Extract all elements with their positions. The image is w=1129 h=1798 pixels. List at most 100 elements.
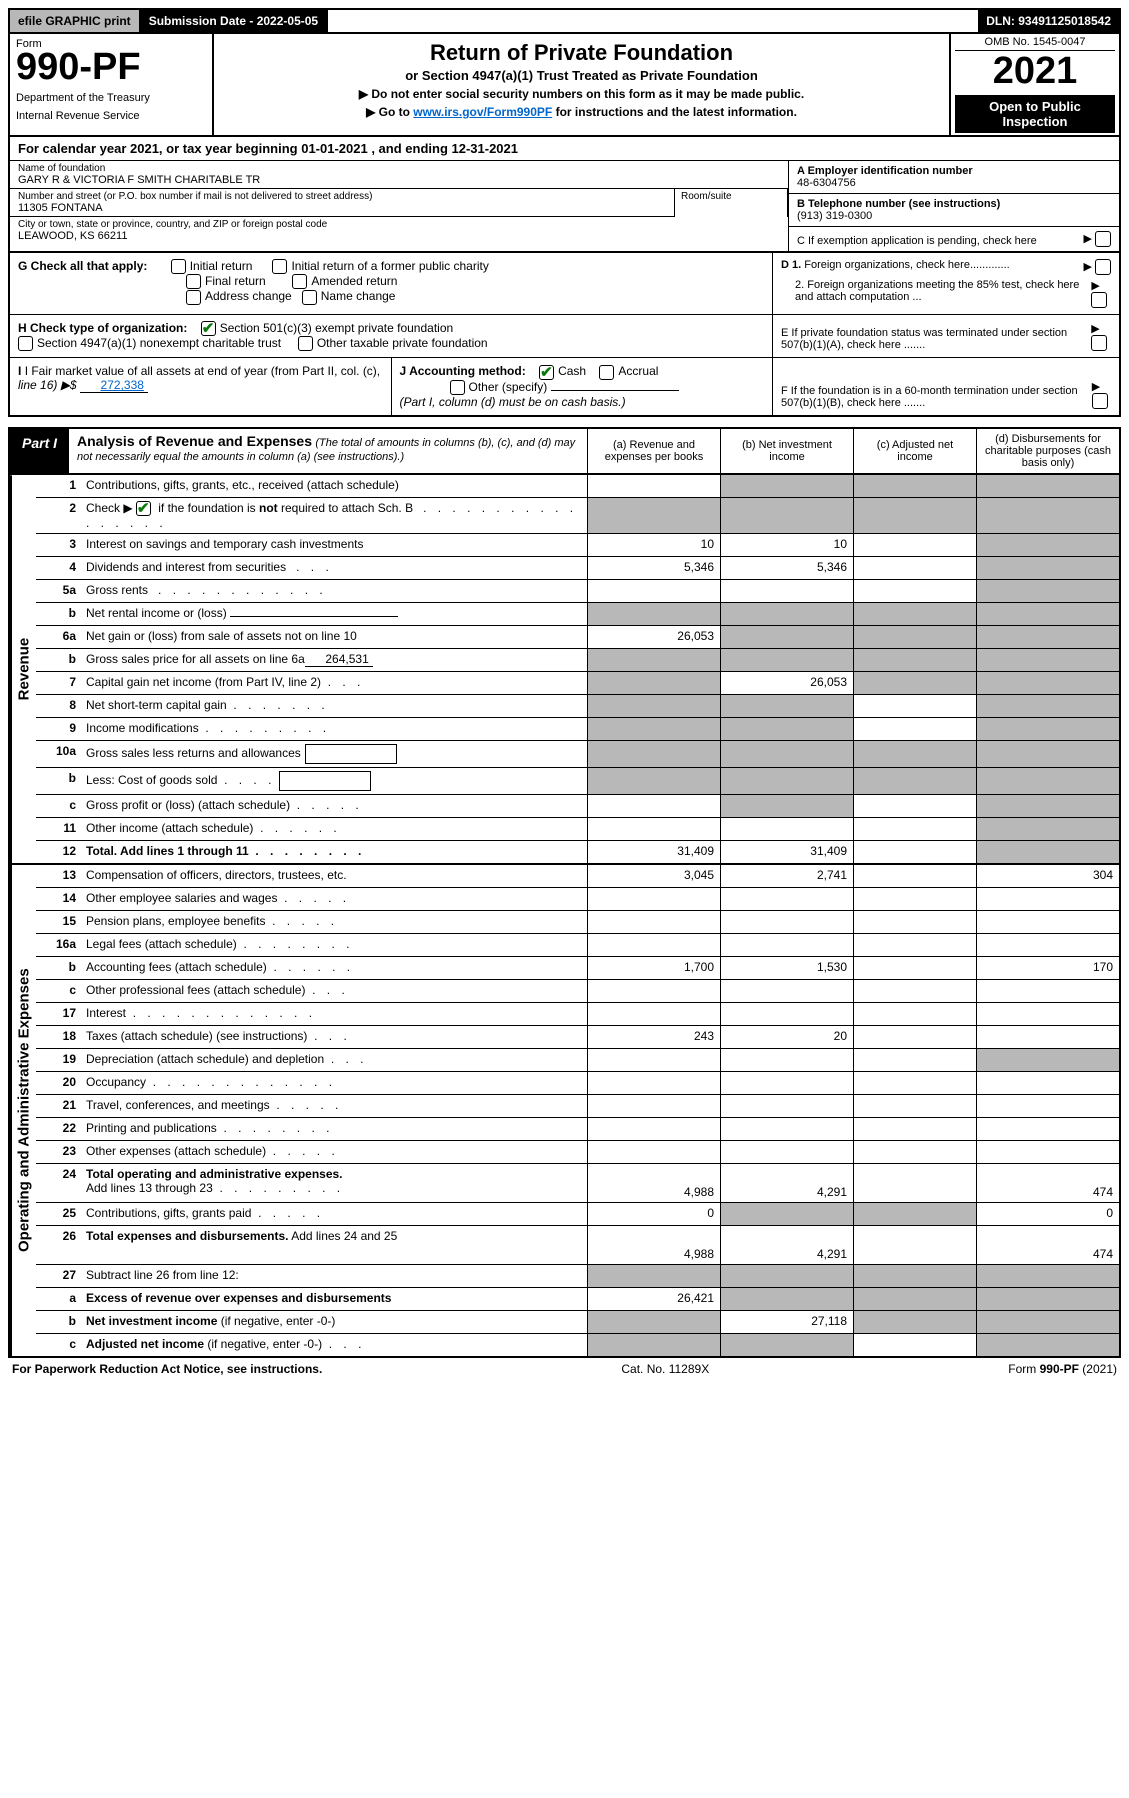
col-c-header: (c) Adjusted net income [853, 429, 976, 473]
r2-pre: Check ▶ [86, 501, 136, 515]
name-change-checkbox[interactable] [302, 290, 317, 305]
r16a-text: Legal fees (attach schedule) [86, 937, 237, 951]
r17-b [720, 1003, 853, 1025]
c-checkbox[interactable] [1095, 231, 1111, 247]
r22-a [587, 1118, 720, 1140]
r17-num: 17 [36, 1003, 80, 1025]
r16a-c [853, 934, 976, 956]
r24-c [853, 1164, 976, 1202]
cash-checkbox[interactable] [539, 365, 554, 380]
schb-checkbox[interactable] [136, 501, 151, 516]
r5b-a [587, 603, 720, 625]
f-checkbox[interactable] [1092, 393, 1108, 409]
page-footer: For Paperwork Reduction Act Notice, see … [8, 1360, 1121, 1378]
form-instructions-link[interactable]: www.irs.gov/Form990PF [413, 105, 552, 119]
g-label: G Check all that apply: [18, 259, 147, 273]
r25-a: 0 [587, 1203, 720, 1225]
row-27b: b Net investment income (if negative, en… [36, 1311, 1119, 1334]
r6b-val: 264,531 [305, 652, 373, 667]
addr-label: Number and street (or P.O. box number if… [18, 191, 666, 202]
final-return-checkbox[interactable] [186, 274, 201, 289]
r20-c [853, 1072, 976, 1094]
4947a1-checkbox[interactable] [18, 336, 33, 351]
initial-return-checkbox[interactable] [171, 259, 186, 274]
other-specify-line[interactable] [551, 390, 679, 391]
r25-b [720, 1203, 853, 1225]
r9-text: Income modifications [86, 721, 199, 735]
r5b-input[interactable] [230, 616, 398, 617]
address-row: Number and street (or P.O. box number if… [10, 189, 674, 217]
r14-c [853, 888, 976, 910]
r23-a [587, 1141, 720, 1163]
r12-dots: . . . . . . . . [255, 844, 365, 858]
r16a-d [976, 934, 1119, 956]
h-e-row: H Check type of organization: Section 50… [8, 315, 1121, 359]
row-10a: 10a Gross sales less returns and allowan… [36, 741, 1119, 768]
j-cash: Cash [558, 364, 586, 378]
c-label: C If exemption application is pending, c… [797, 235, 1037, 247]
r10a-box[interactable] [305, 744, 397, 764]
r8-c [853, 695, 976, 717]
other-method-checkbox[interactable] [450, 380, 465, 395]
row-8: 8 Net short-term capital gain . . . . . … [36, 695, 1119, 718]
r27c-dots: . . . [329, 1337, 366, 1351]
d2-checkbox[interactable] [1091, 292, 1107, 308]
r1-desc: Contributions, gifts, grants, etc., rece… [80, 475, 587, 497]
r27b-c [853, 1311, 976, 1333]
r5a-c [853, 580, 976, 602]
r10c-a [587, 795, 720, 817]
r10c-desc: Gross profit or (loss) (attach schedule)… [80, 795, 587, 817]
r10b-b [720, 768, 853, 794]
d1-checkbox[interactable] [1095, 259, 1111, 275]
r7-dots: . . . [328, 675, 365, 689]
accrual-checkbox[interactable] [599, 365, 614, 380]
g-opt-0: Initial return [190, 259, 253, 273]
r24-num: 24 [36, 1164, 80, 1202]
r4-desc: Dividends and interest from securities .… [80, 557, 587, 579]
r19-b [720, 1049, 853, 1071]
r8-desc: Net short-term capital gain . . . . . . … [80, 695, 587, 717]
fmv-value[interactable]: 272,338 [80, 378, 148, 393]
room-label: Room/suite [681, 191, 732, 202]
r26-c [853, 1226, 976, 1264]
address-change-checkbox[interactable] [186, 290, 201, 305]
row-2: 2 Check ▶ if the foundation is not requi… [36, 498, 1119, 534]
r7-b: 26,053 [720, 672, 853, 694]
r5b-c [853, 603, 976, 625]
g-opt-4: Amended return [311, 274, 397, 288]
tax-year: 2021 [955, 51, 1115, 93]
r25-text: Contributions, gifts, grants paid [86, 1206, 251, 1220]
r19-d [976, 1049, 1119, 1071]
amended-return-checkbox[interactable] [292, 274, 307, 289]
other-taxable-checkbox[interactable] [298, 336, 313, 351]
omb-number: OMB No. 1545-0047 [955, 36, 1115, 51]
efile-button[interactable]: efile GRAPHIC print [10, 10, 141, 32]
r19-c [853, 1049, 976, 1071]
r27b-d [976, 1311, 1119, 1333]
r5a-num: 5a [36, 580, 80, 602]
foundation-name-row: Name of foundation GARY R & VICTORIA F S… [10, 161, 788, 189]
r17-desc: Interest . . . . . . . . . . . . . [80, 1003, 587, 1025]
r18-b: 20 [720, 1026, 853, 1048]
r21-desc: Travel, conferences, and meetings . . . … [80, 1095, 587, 1117]
r27a-d [976, 1288, 1119, 1310]
r16c-b [720, 980, 853, 1002]
row-25: 25 Contributions, gifts, grants paid . .… [36, 1203, 1119, 1226]
form-header: Form 990-PF Department of the Treasury I… [8, 34, 1121, 137]
e-checkbox[interactable] [1091, 335, 1107, 351]
501c3-checkbox[interactable] [201, 321, 216, 336]
instr2-pre: ▶ Go to [366, 105, 413, 119]
r9-d [976, 718, 1119, 740]
r7-d [976, 672, 1119, 694]
r10a-num: 10a [36, 741, 80, 767]
r14-num: 14 [36, 888, 80, 910]
row-18: 18 Taxes (attach schedule) (see instruct… [36, 1026, 1119, 1049]
initial-return-former-checkbox[interactable] [272, 259, 287, 274]
h-section: H Check type of organization: Section 50… [10, 315, 773, 358]
r16a-dots: . . . . . . . . [243, 937, 353, 951]
r8-text: Net short-term capital gain [86, 698, 227, 712]
part1-header: Part I Analysis of Revenue and Expenses … [8, 427, 1121, 475]
r10b-box[interactable] [279, 771, 371, 791]
col-d-header: (d) Disbursements for charitable purpose… [976, 429, 1119, 473]
r20-b [720, 1072, 853, 1094]
